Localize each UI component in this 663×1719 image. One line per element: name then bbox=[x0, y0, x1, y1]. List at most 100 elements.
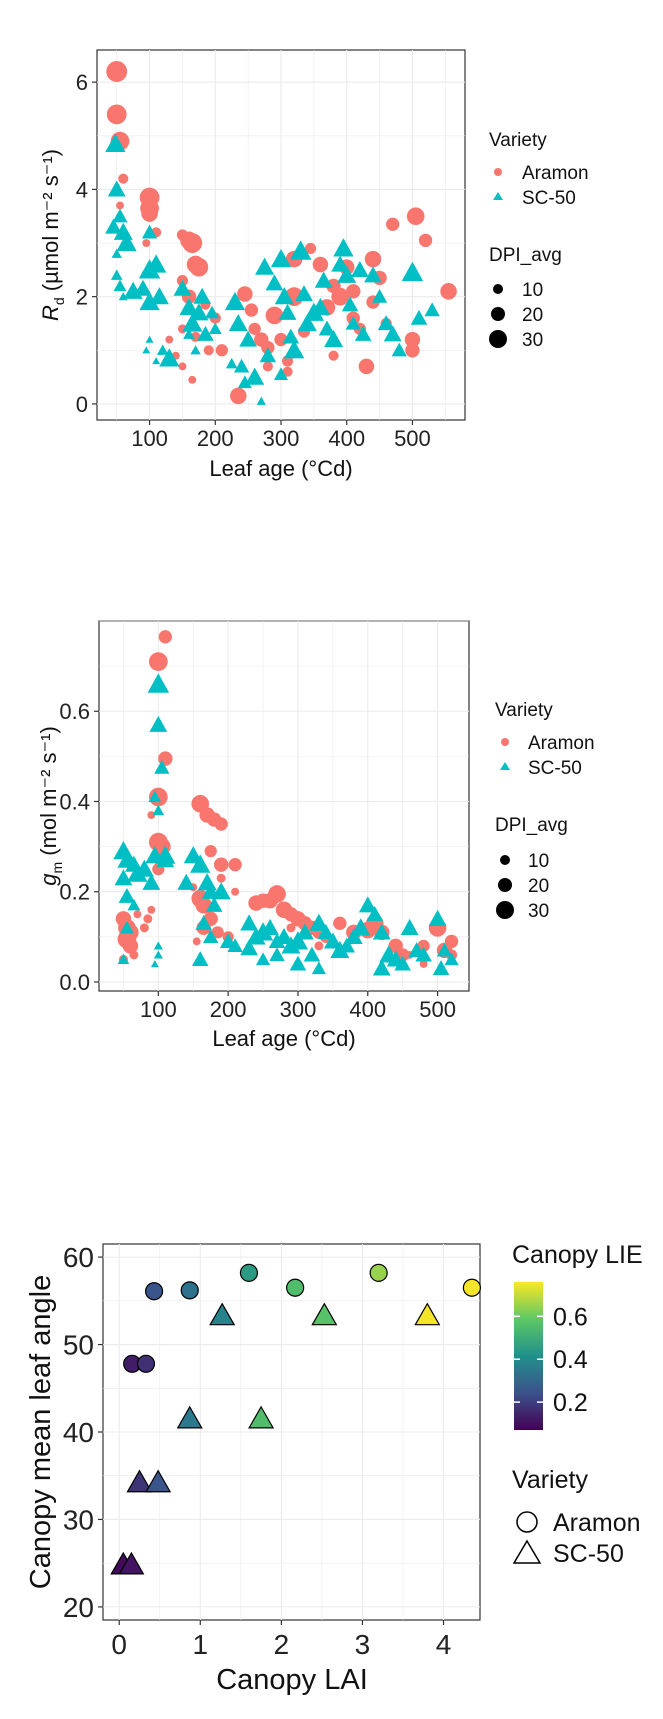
gm-point-sc50 bbox=[289, 955, 307, 971]
rd-point-sc50 bbox=[105, 133, 126, 152]
gm-point-sc50 bbox=[275, 927, 293, 944]
lai-y-tick-label: 60 bbox=[63, 1242, 94, 1273]
gm-legend-size-title: DPI_avg bbox=[495, 815, 568, 836]
gm-point-sc50 bbox=[240, 939, 258, 956]
gm-point-sc50 bbox=[338, 937, 356, 953]
svg-text:Aramon: Aramon bbox=[528, 733, 595, 754]
gm-point-sc50 bbox=[287, 931, 309, 950]
gm-x-axis-label: Leaf age (°Cd) bbox=[212, 1026, 355, 1051]
rd-point-sc50 bbox=[295, 285, 313, 302]
lai-colorbar-tick-label: 0.4 bbox=[553, 1346, 588, 1374]
gm-point-sc50 bbox=[436, 942, 453, 957]
rd-x-tick-label: 200 bbox=[197, 426, 234, 451]
gm-point-sc50 bbox=[394, 955, 411, 971]
gm-point-sc50 bbox=[252, 922, 274, 941]
gm-point-aramon bbox=[148, 652, 168, 671]
gm-point-aramon bbox=[213, 857, 229, 872]
lai-point-aramon bbox=[286, 1278, 305, 1297]
rd-point-sc50 bbox=[182, 313, 203, 332]
gm-x-ticks: 100 200 300 400 500 bbox=[140, 991, 456, 1022]
gm-point-aramon bbox=[143, 914, 153, 924]
lai-point-aramon bbox=[144, 1282, 164, 1301]
rd-x-ticks: 100 200 300 400 500 bbox=[131, 420, 431, 451]
rd-point-sc50 bbox=[142, 346, 151, 354]
rd-point-sc50 bbox=[273, 367, 289, 381]
gm-point-sc50 bbox=[134, 859, 154, 877]
lai-y-ticks: 20 30 40 50 60 bbox=[63, 1242, 103, 1623]
gm-point-sc50 bbox=[147, 673, 170, 693]
rd-point-sc50 bbox=[193, 287, 212, 304]
gm-point-aramon bbox=[314, 941, 324, 951]
rd-x-tick-label: 100 bbox=[131, 426, 168, 451]
gm-point-sc50 bbox=[344, 927, 363, 944]
rd-point-sc50 bbox=[145, 254, 167, 273]
rd-point-aramon bbox=[346, 284, 361, 299]
rd-point-sc50 bbox=[208, 322, 222, 334]
gm-point-sc50 bbox=[372, 959, 391, 976]
rd-point-sc50 bbox=[110, 269, 123, 280]
rd-x-tick-label: 300 bbox=[263, 426, 300, 451]
gm-point-sc50 bbox=[303, 946, 321, 962]
gm-point-sc50 bbox=[205, 896, 223, 912]
rd-y-tick-label: 6 bbox=[76, 70, 88, 95]
rd-point-sc50 bbox=[113, 279, 127, 292]
gm-legend-sc50: SC-50 bbox=[500, 758, 582, 779]
rd-point-aramon bbox=[331, 287, 349, 306]
gm-legend-size-20: 20 bbox=[498, 876, 549, 897]
rd-y-ticks: 0 2 4 6 bbox=[76, 70, 97, 417]
rd-point-sc50 bbox=[265, 274, 284, 291]
gm-point-sc50 bbox=[296, 923, 314, 940]
gm-point-sc50 bbox=[330, 940, 350, 959]
gm-point-aramon bbox=[211, 926, 224, 939]
gm-point-sc50 bbox=[118, 887, 136, 903]
rd-point-aramon bbox=[237, 286, 253, 302]
rd-panel: 100 200 300 400 500 0 2 4 6 Leaf age (°Cd) Rd (… bbox=[38, 49, 589, 481]
gm-point-sc50 bbox=[400, 918, 419, 935]
rd-point-sc50 bbox=[159, 348, 180, 367]
svg-text:10: 10 bbox=[522, 280, 543, 301]
rd-point-sc50 bbox=[134, 279, 152, 296]
gm-point-aramon bbox=[139, 923, 149, 933]
lai-point-aramon bbox=[462, 1278, 481, 1297]
rd-point-aramon bbox=[182, 233, 203, 253]
gm-point-aramon bbox=[444, 934, 459, 949]
rd-point-aramon bbox=[364, 250, 382, 268]
gm-x-tick-label: 200 bbox=[210, 997, 247, 1022]
gm-panel: 100 200 300 400 500 0.0 0.2 0.4 0.6 Leaf age (°… bbox=[36, 620, 595, 1051]
gm-point-aramon bbox=[204, 845, 217, 858]
rd-point-sc50 bbox=[283, 340, 305, 359]
lai-point-sc50 bbox=[209, 1302, 236, 1326]
rd-point-sc50 bbox=[139, 291, 160, 311]
gm-point-aramon bbox=[228, 857, 242, 872]
gm-point-sc50 bbox=[148, 790, 162, 803]
rd-point-sc50 bbox=[189, 303, 209, 321]
rd-point-sc50 bbox=[377, 315, 395, 331]
lai-y-tick-label: 30 bbox=[63, 1504, 94, 1535]
rd-point-aramon bbox=[203, 345, 214, 356]
rd-point-sc50 bbox=[152, 357, 161, 365]
svg-text:10: 10 bbox=[528, 851, 549, 872]
gm-point-sc50 bbox=[195, 915, 212, 930]
gm-point-sc50 bbox=[351, 918, 371, 936]
gm-point-sc50 bbox=[444, 952, 459, 966]
rd-point-sc50 bbox=[197, 325, 214, 341]
gm-point-aramon bbox=[216, 873, 226, 883]
rd-point-sc50 bbox=[341, 296, 359, 312]
gm-point-sc50 bbox=[317, 924, 335, 939]
gm-point-sc50 bbox=[240, 914, 258, 931]
lai-colorbar bbox=[514, 1282, 543, 1430]
gm-y-ticks: 0.0 0.2 0.4 0.6 bbox=[59, 699, 99, 995]
rd-point-sc50 bbox=[383, 325, 402, 342]
lai-colorbar-ticks: 0.2 0.4 0.6 bbox=[514, 1303, 588, 1417]
lai-legend-variety-title: Variety bbox=[512, 1466, 588, 1494]
rd-point-sc50 bbox=[337, 265, 357, 283]
rd-point-sc50 bbox=[324, 330, 344, 348]
gm-point-sc50 bbox=[117, 953, 130, 965]
lai-legend-aramon: Aramon bbox=[516, 1509, 641, 1537]
rd-point-sc50 bbox=[156, 344, 169, 355]
svg-text:Aramon: Aramon bbox=[553, 1509, 641, 1537]
rd-point-sc50 bbox=[233, 358, 250, 373]
rd-point-aramon bbox=[386, 217, 400, 231]
gm-point-sc50 bbox=[372, 923, 391, 940]
rd-point-sc50 bbox=[112, 208, 128, 223]
